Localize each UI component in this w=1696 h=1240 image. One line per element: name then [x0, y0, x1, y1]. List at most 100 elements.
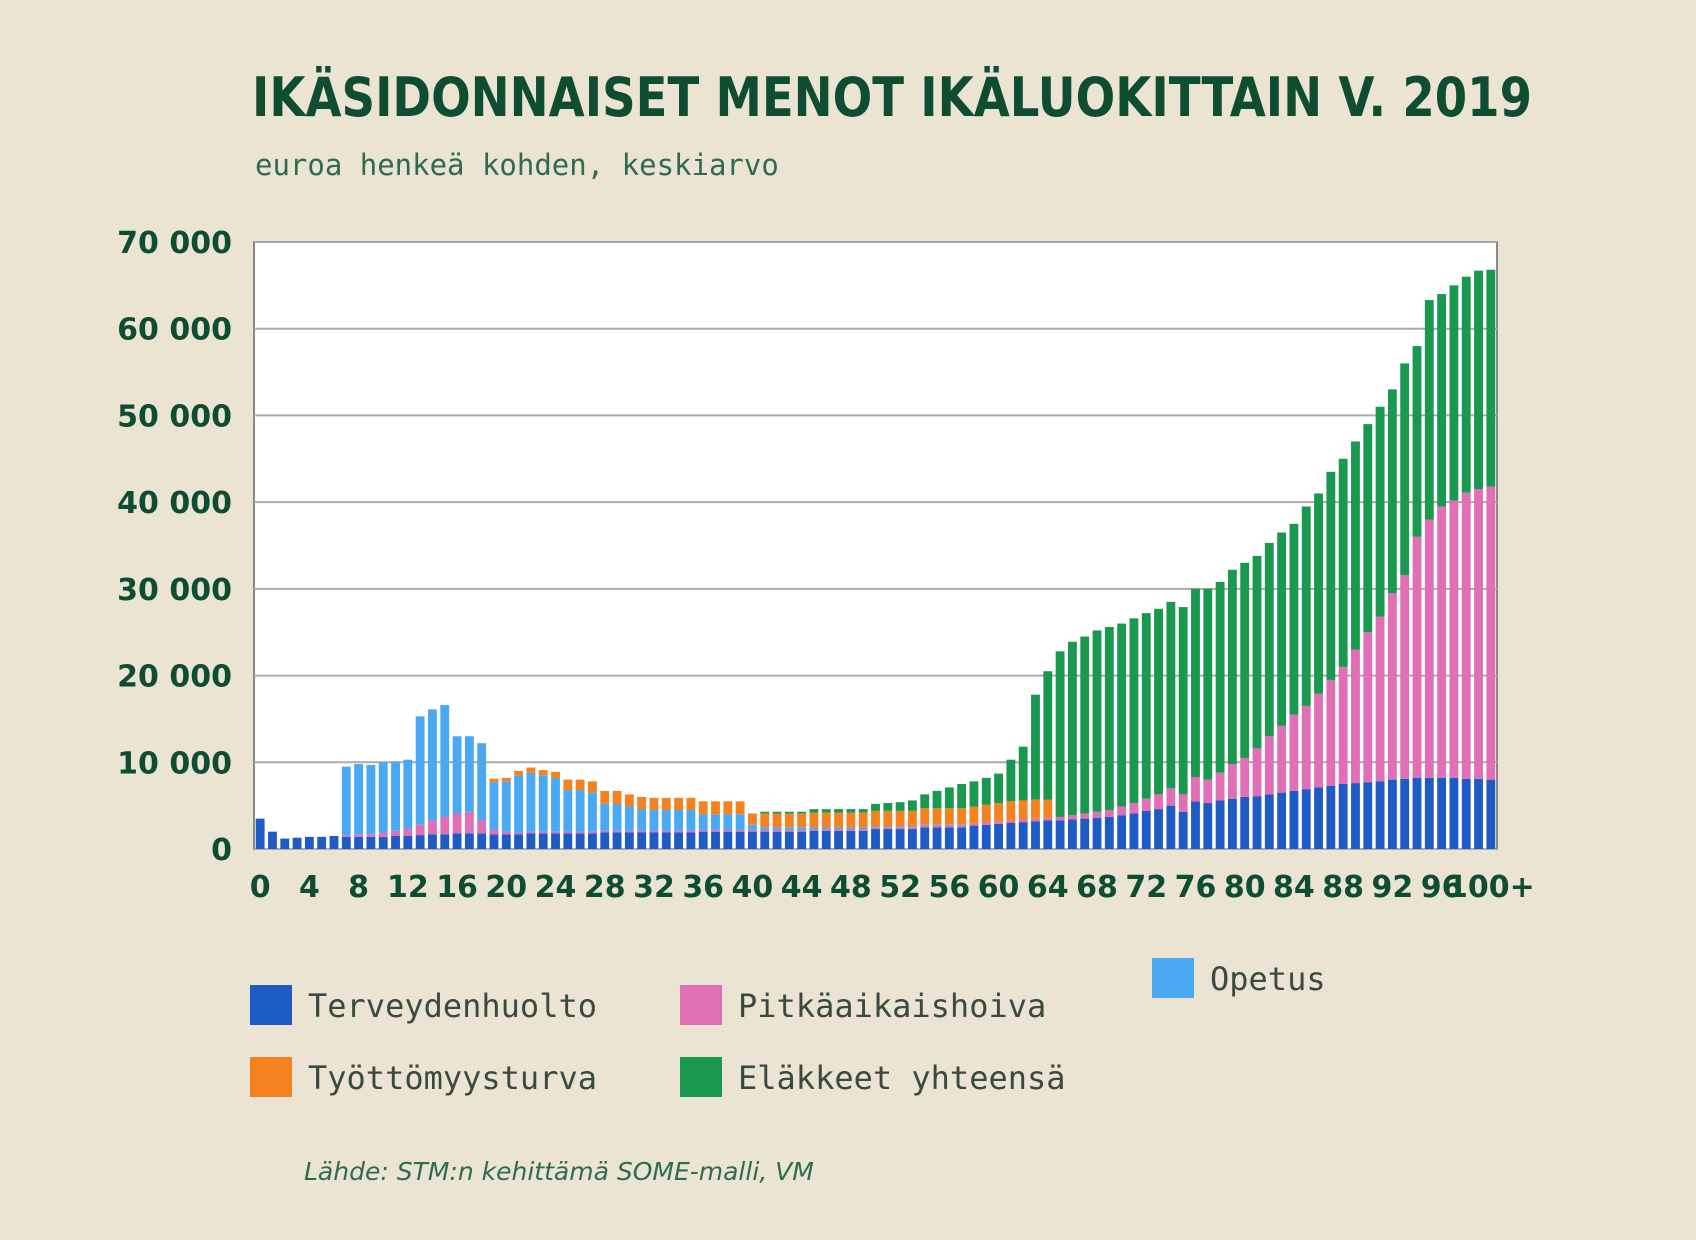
- bar-segment: [846, 829, 856, 831]
- bar-segment: [280, 838, 290, 849]
- bar-segment: [883, 829, 893, 849]
- bar-segment: [563, 831, 573, 834]
- bar-segment: [1117, 815, 1127, 849]
- bar-segment: [1289, 790, 1299, 849]
- bar-segment: [514, 832, 524, 835]
- bar-segment: [403, 835, 413, 849]
- bar-segment: [944, 827, 954, 849]
- bar-segment: [317, 836, 327, 849]
- bar-segment: [1129, 803, 1139, 814]
- bar-segment: [391, 830, 400, 836]
- bar-segment: [944, 787, 954, 809]
- bar-segment: [797, 827, 807, 830]
- bar-segment: [1117, 806, 1127, 816]
- x-tick-label: 76: [1175, 870, 1217, 905]
- bar-segment: [1043, 671, 1053, 800]
- bar-segment: [686, 830, 696, 833]
- bar-segment: [920, 825, 930, 828]
- bar-segment: [883, 810, 893, 827]
- bar-segment: [1080, 813, 1090, 819]
- bar-segment: [637, 832, 647, 849]
- bar-segment: [1338, 458, 1348, 667]
- bar-segment: [858, 812, 868, 828]
- x-tick-label: 36: [682, 870, 724, 905]
- bar-segment: [624, 832, 634, 849]
- bar-segment: [981, 824, 991, 849]
- bar-segment: [723, 829, 733, 832]
- bar-segment: [1018, 746, 1028, 801]
- bar-segment: [1031, 821, 1040, 849]
- bar-segment: [588, 781, 597, 793]
- x-tick-label: 60: [978, 870, 1020, 905]
- bar-segment: [501, 777, 511, 782]
- bar-segment: [748, 824, 757, 830]
- legend-swatch: [250, 985, 292, 1025]
- bar-segment: [809, 830, 819, 849]
- bar-segment: [1363, 782, 1373, 849]
- bar-segment: [354, 834, 364, 837]
- x-tick-label: 40: [732, 870, 774, 905]
- bar-segment: [1178, 794, 1188, 812]
- bar-segment: [846, 809, 856, 813]
- bar-segment: [994, 773, 1003, 804]
- bar-segment: [735, 829, 745, 832]
- bar-segment: [1437, 506, 1447, 778]
- y-tick-label: 60 000: [117, 313, 232, 348]
- bar-segment: [871, 803, 880, 811]
- bar-segment: [858, 827, 868, 830]
- bar-segment: [895, 810, 905, 827]
- bar-segment: [1117, 623, 1127, 807]
- bar-segment: [1006, 801, 1016, 821]
- bar-segment: [1412, 777, 1422, 849]
- bar-segment: [551, 771, 560, 778]
- bar-segment: [711, 829, 720, 832]
- bar-segment: [378, 836, 388, 849]
- bar-segment: [1178, 811, 1188, 849]
- bar-segment: [1240, 562, 1250, 758]
- bar-segment: [1166, 805, 1176, 849]
- bar-segment: [1314, 693, 1323, 788]
- bar-segment: [1166, 788, 1176, 806]
- bar-segment: [895, 827, 905, 830]
- bar-segment: [538, 770, 548, 776]
- bar-segment: [784, 831, 794, 849]
- x-tick-label: 88: [1322, 870, 1364, 905]
- bar-segment: [1289, 523, 1299, 715]
- bar-segment: [932, 825, 942, 828]
- bar-segment: [1387, 593, 1397, 780]
- bar-segment: [415, 835, 425, 849]
- bar-segment: [1264, 542, 1274, 737]
- bar-segment: [1400, 574, 1410, 779]
- bar-segment: [588, 792, 597, 832]
- bar-segment: [969, 806, 979, 824]
- bar-segment: [698, 814, 708, 830]
- bar-segment: [1178, 607, 1188, 795]
- bar-segment: [834, 827, 844, 830]
- bar-segment: [501, 781, 511, 832]
- bar-segment: [538, 833, 548, 849]
- bar-segment: [895, 829, 905, 849]
- bar-segment: [1375, 406, 1385, 617]
- bar-segment: [1277, 532, 1287, 726]
- y-tick-label: 10 000: [117, 746, 232, 781]
- bar-segment: [1141, 798, 1151, 811]
- bar-segment: [661, 830, 671, 833]
- bar-segment: [1104, 809, 1114, 817]
- bar-segment: [944, 808, 954, 825]
- y-tick-label: 20 000: [117, 660, 232, 695]
- bar-segment: [1289, 714, 1299, 791]
- bar-segment: [440, 816, 450, 835]
- bar-segment: [514, 775, 524, 833]
- bar-segment: [1449, 777, 1459, 849]
- bar-segment: [1092, 811, 1102, 818]
- bar-segment: [649, 830, 659, 833]
- bar-segment: [1326, 679, 1336, 786]
- bar-segment: [969, 781, 979, 807]
- bar-segment: [538, 831, 548, 834]
- chart-subtitle: euroa henkeä kohden, keskiarvo: [255, 148, 779, 182]
- bar-segment: [686, 832, 696, 849]
- bar-segment: [809, 812, 819, 828]
- x-tick-label: 52: [879, 870, 921, 905]
- y-tick-label: 30 000: [117, 573, 232, 608]
- bar-segment: [1351, 441, 1360, 650]
